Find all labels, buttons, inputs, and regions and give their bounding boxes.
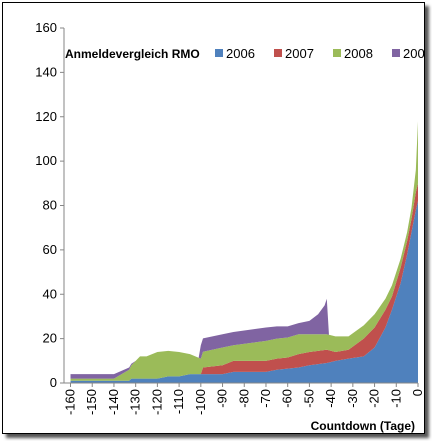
y-tick-label: 60 xyxy=(43,242,57,257)
legend-label-2009: 2009 xyxy=(403,46,424,61)
x-tick-label: -140 xyxy=(106,389,121,415)
x-tick-label: -70 xyxy=(258,389,273,408)
area-series-group xyxy=(70,121,419,383)
y-tick-label: 160 xyxy=(35,20,57,35)
y-tick-label: 140 xyxy=(35,64,57,79)
x-tick-label: -80 xyxy=(236,389,251,408)
axes-group xyxy=(60,27,419,387)
area-series-2006 xyxy=(70,201,419,383)
y-tick-label: 20 xyxy=(43,331,57,346)
x-tick-label: -90 xyxy=(215,389,230,408)
x-axis-title: Countdown (Tage) xyxy=(311,419,415,433)
y-tick-label: 80 xyxy=(43,198,57,213)
y-tick-labels: 0 20 40 60 80 100 120 140 160 xyxy=(35,20,57,390)
x-tick-label: -130 xyxy=(128,389,143,415)
x-tick-label: -60 xyxy=(280,389,295,408)
y-tick-label: 40 xyxy=(43,286,57,301)
chart-title: Anmeldevergleich RMO xyxy=(65,47,200,61)
x-tick-label: -160 xyxy=(63,389,78,415)
legend-swatch-2008 xyxy=(333,49,341,57)
x-tick-label: -120 xyxy=(149,389,164,415)
x-tick-labels: -160 -150 -140 -130 -120 -110 -100 -90 -80 -70 -60… xyxy=(63,389,424,415)
x-tick-label: -100 xyxy=(193,389,208,415)
y-tick-label: 0 xyxy=(50,375,57,390)
stacked-area-chart: 0 20 40 60 80 100 120 140 160 -160 -150 -140 -130 -1… xyxy=(35,20,424,433)
x-tick-label: -40 xyxy=(323,389,338,408)
x-tick-label: -50 xyxy=(301,389,316,408)
y-tick-label: 100 xyxy=(35,153,57,168)
legend-label-2008: 2008 xyxy=(344,46,373,61)
y-tick-label: 120 xyxy=(35,109,57,124)
legend-label-2006: 2006 xyxy=(226,46,255,61)
legend-swatch-2006 xyxy=(215,49,223,57)
x-tick-label: -10 xyxy=(388,389,403,408)
x-tick-label: 0 xyxy=(410,389,424,396)
legend-label-2007: 2007 xyxy=(285,46,314,61)
x-tick-label: -20 xyxy=(367,389,382,408)
legend: 2006 2007 2008 2009 xyxy=(215,46,424,61)
legend-swatch-2007 xyxy=(274,49,282,57)
chart-frame: 0 20 40 60 80 100 120 140 160 -160 -150 -140 -130 -1… xyxy=(2,2,425,434)
legend-swatch-2009 xyxy=(392,49,400,57)
x-tick-label: -110 xyxy=(171,389,186,414)
x-tick-label: -30 xyxy=(345,389,360,408)
x-tick-label: -150 xyxy=(84,389,99,415)
